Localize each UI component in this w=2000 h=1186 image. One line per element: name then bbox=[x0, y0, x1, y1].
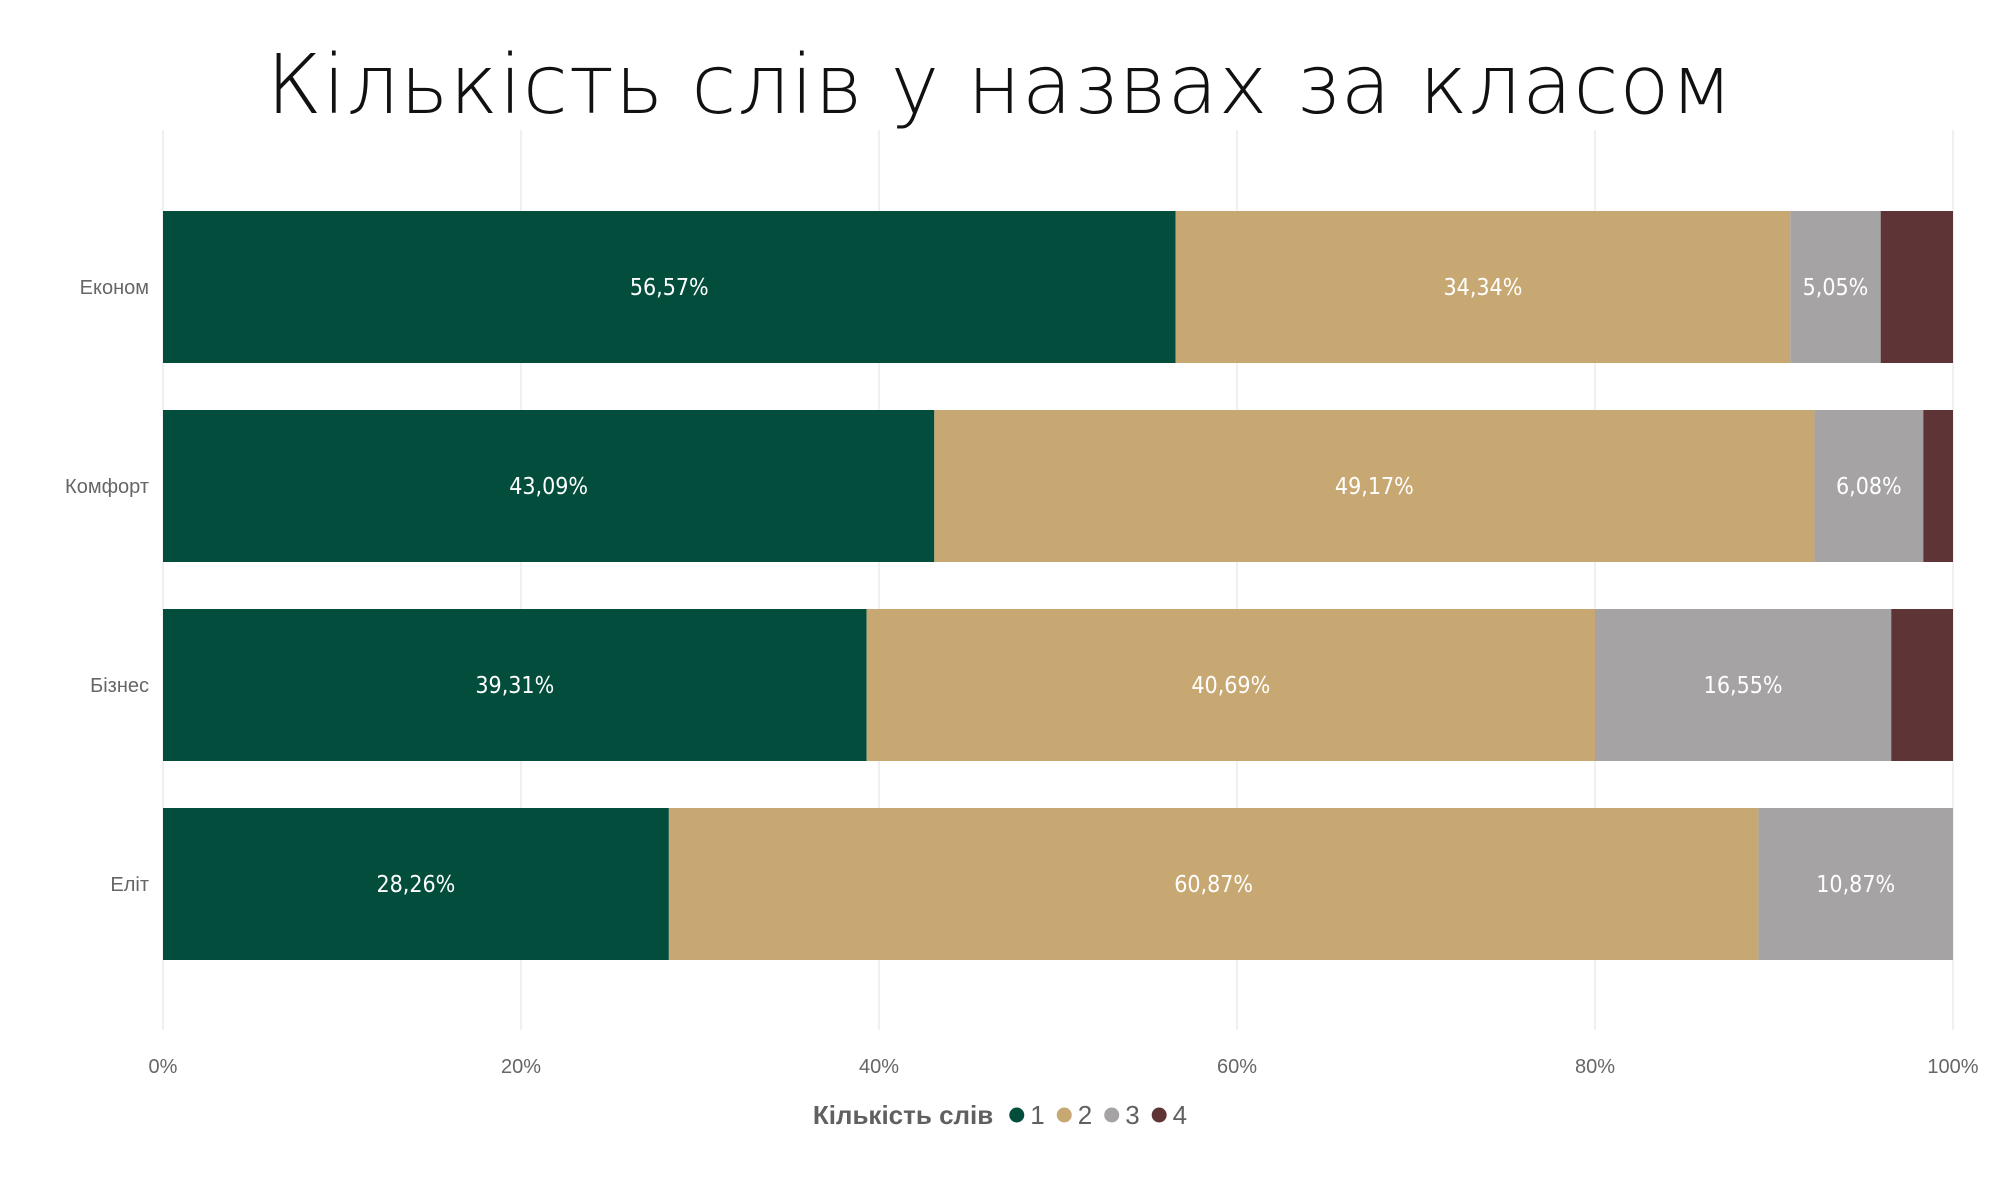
bar-segment[interactable] bbox=[1814, 410, 1924, 562]
bars: 56,57% 34,34% 5,05% 43,09% 49,17% 6,08% 39,31%… bbox=[163, 211, 1953, 960]
legend-marker[interactable] bbox=[1104, 1107, 1120, 1123]
bar-segment[interactable] bbox=[1923, 410, 1953, 562]
data-label: 40,69% bbox=[1191, 673, 1270, 699]
legend-item-label[interactable]: 2 bbox=[1078, 1100, 1092, 1130]
category-labels: Економ Комфорт Бізнес Еліт bbox=[65, 277, 149, 896]
bar-segment[interactable] bbox=[1790, 211, 1881, 363]
data-label: 56,57% bbox=[630, 275, 709, 301]
legend-item-label[interactable]: 1 bbox=[1030, 1100, 1044, 1130]
legend-title: Кількість слів bbox=[813, 1100, 993, 1130]
x-tick-label: 80% bbox=[1575, 1056, 1615, 1078]
bar-segment[interactable] bbox=[1758, 808, 1953, 960]
bar-segment[interactable] bbox=[1880, 211, 1953, 363]
bar-segment[interactable] bbox=[163, 410, 935, 562]
x-tick-label: 100% bbox=[1927, 1056, 1978, 1078]
bar-segment[interactable] bbox=[163, 211, 1176, 363]
data-label: 6,08% bbox=[1836, 474, 1902, 500]
x-tick-label: 60% bbox=[1217, 1056, 1257, 1078]
data-label: 10,87% bbox=[1816, 872, 1895, 898]
legend-marker[interactable] bbox=[1151, 1107, 1167, 1123]
x-axis-ticks: 0% 20% 40% 60% 80% 100% bbox=[149, 1056, 1979, 1078]
category-label: Економ bbox=[80, 277, 149, 299]
legend-item-label[interactable]: 4 bbox=[1173, 1100, 1187, 1130]
bar-segment[interactable] bbox=[1891, 609, 1953, 761]
bar-segment[interactable] bbox=[163, 808, 669, 960]
category-label: Комфорт bbox=[65, 476, 149, 498]
data-label: 43,09% bbox=[509, 474, 588, 500]
data-label: 28,26% bbox=[376, 872, 455, 898]
data-label: 16,55% bbox=[1704, 673, 1783, 699]
x-tick-label: 40% bbox=[859, 1056, 899, 1078]
category-label: Еліт bbox=[110, 874, 149, 896]
legend-item-label[interactable]: 3 bbox=[1125, 1100, 1139, 1130]
data-label: 60,87% bbox=[1174, 872, 1253, 898]
legend-marker[interactable] bbox=[1056, 1107, 1072, 1123]
legend-marker[interactable] bbox=[1009, 1107, 1025, 1123]
bar-segment[interactable] bbox=[668, 808, 1759, 960]
bar-segment[interactable] bbox=[1595, 609, 1892, 761]
x-tick-label: 0% bbox=[149, 1056, 178, 1078]
data-label: 49,17% bbox=[1335, 474, 1414, 500]
data-label: 5,05% bbox=[1803, 275, 1869, 301]
data-label: 39,31% bbox=[475, 673, 554, 699]
legend[interactable]: Кількість слів 1 2 3 4 bbox=[813, 1100, 1187, 1130]
x-tick-label: 20% bbox=[501, 1056, 541, 1078]
category-label: Бізнес bbox=[90, 675, 149, 697]
bar-segment[interactable] bbox=[934, 410, 1815, 562]
bar-segment[interactable] bbox=[866, 609, 1595, 761]
chart-title: Кількість слів у назвах за класом bbox=[266, 38, 1734, 133]
data-label: 34,34% bbox=[1444, 275, 1523, 301]
bar-segment[interactable] bbox=[163, 609, 867, 761]
bar-segment[interactable] bbox=[1175, 211, 1791, 363]
